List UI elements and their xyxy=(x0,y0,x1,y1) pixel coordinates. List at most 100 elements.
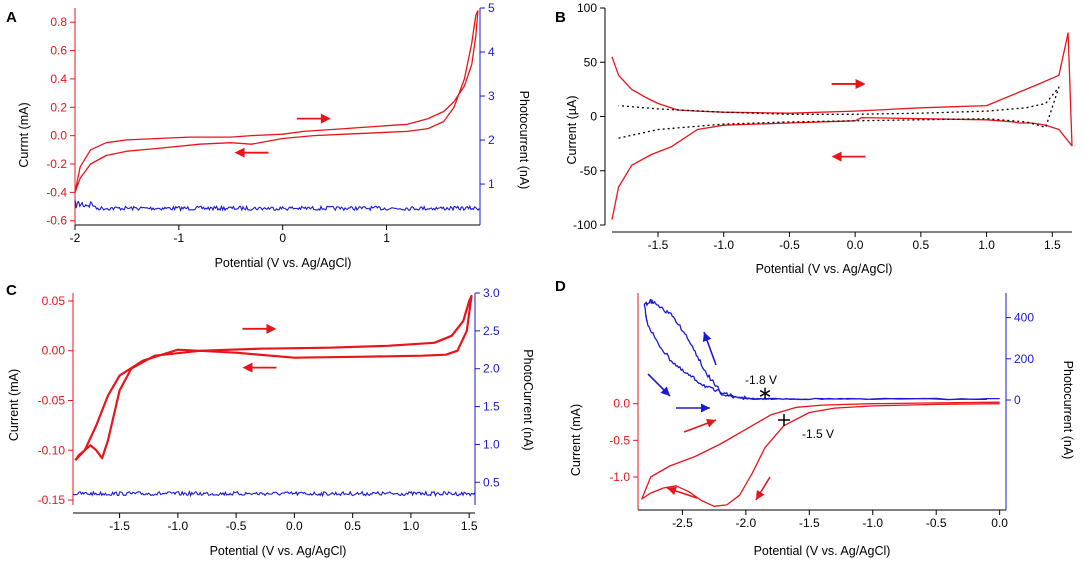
pa-y-tick-label-right: 2 xyxy=(488,133,495,147)
pc-y-tick-label-right: 2.5 xyxy=(483,324,500,338)
pc-direction-arrowhead xyxy=(266,323,277,334)
pa-y-tick-label-left: -0.4 xyxy=(46,185,67,199)
pd-x-tick-label: -1.0 xyxy=(862,516,883,530)
pd-red-arrow-left-head xyxy=(667,486,677,496)
pc-y-tick-label-left: -0.10 xyxy=(38,443,66,457)
pc-series-current xyxy=(74,294,473,461)
pb-y-tick-label-left: -100 xyxy=(573,218,597,232)
pb-series-background xyxy=(618,86,1060,139)
pa-y-tick-label-left: 0.8 xyxy=(50,15,67,29)
pa-direction-arrowhead xyxy=(234,147,245,158)
pa-x-tick-label: -1 xyxy=(174,231,185,245)
pa-x-tick-label: 1 xyxy=(383,231,390,245)
pa-direction-arrowhead xyxy=(320,113,331,124)
pc-direction-arrowhead xyxy=(242,362,253,373)
pc-y-tick-label-right: 1.0 xyxy=(483,437,500,451)
panel-c-ylabel-right: PhotoCurrent (nA) xyxy=(521,349,535,450)
pa-y-tick-label-right: 5 xyxy=(488,1,495,15)
pd-series-current xyxy=(641,401,1000,507)
pd-marker-plus xyxy=(778,414,790,426)
pd-blue-arrow-down-head xyxy=(660,386,670,396)
panel-d-ylabel-left: Current (mA) xyxy=(569,404,583,476)
pa-series-current xyxy=(74,10,479,193)
pc-x-tick-label: 0.5 xyxy=(344,519,361,533)
pc-y-tick-label-left: 0.05 xyxy=(42,294,66,308)
pd-y-tick-label-right: 200 xyxy=(1014,352,1034,366)
pd-x-tick-label: -2.0 xyxy=(736,516,757,530)
pc-x-tick-label: 0.0 xyxy=(286,519,303,533)
pd-x-tick-label: -1.5 xyxy=(799,516,820,530)
panel-a: A Currnt (mA) Photocurrent (nA) Potentia… xyxy=(6,1,531,270)
pb-x-tick-label: -0.5 xyxy=(779,238,800,252)
panel-a-xlabel: Potential (V vs. Ag/AgCl) xyxy=(215,256,352,270)
pd-marker-asterisk: ∗ xyxy=(757,383,772,403)
pb-direction-arrowhead xyxy=(855,78,866,89)
pb-y-tick-label-left: 100 xyxy=(577,1,597,15)
pc-x-tick-label: -1.0 xyxy=(168,519,189,533)
pa-y-tick-label-right: 4 xyxy=(488,45,495,59)
pd-series-photocurrent xyxy=(643,298,1000,401)
pa-y-tick-label-right: 1 xyxy=(488,177,495,191)
pd-y-tick-label-right: 400 xyxy=(1014,311,1034,325)
pa-y-tick-label-left: 0.2 xyxy=(50,100,67,114)
pa-series-photocurrent xyxy=(74,199,480,212)
pd-label-minus-1-5v: -1.5 V xyxy=(802,427,834,441)
panel-a-ylabel-left: Currnt (mA) xyxy=(17,102,31,167)
panel-d-plot: -2.5 -2.0 -1.5 -1.0 -0.5 0.0 -1.0 -0.5 0.0 0 200 40… xyxy=(609,293,1034,530)
pd-x-tick-label: -0.5 xyxy=(926,516,947,530)
pd-y-tick-label-left: -1.0 xyxy=(609,470,630,484)
panel-a-ylabel-right: Photocurrent (nA) xyxy=(517,91,531,190)
pb-y-tick-label-left: 0 xyxy=(590,110,597,124)
pb-x-tick-label: -1.0 xyxy=(713,238,734,252)
pb-x-tick-label: 0.5 xyxy=(913,238,930,252)
pd-blue-arrow-right-head xyxy=(701,403,710,413)
pc-y-tick-label-left: 0.00 xyxy=(42,344,66,358)
panel-a-plot: -2 -1 0 1 -0.6 -0.4 -0.2 0.0 0.2 0.4 0.6 0.8 1 2 3 4 5 xyxy=(46,1,495,245)
panel-b: B Current (µA) Potential (V vs. Ag/AgCl)… xyxy=(555,1,1073,276)
panel-label-a: A xyxy=(6,9,17,26)
panel-label-d: D xyxy=(555,278,566,295)
pc-x-tick-label: 1.0 xyxy=(403,519,420,533)
pc-y-tick-label-right: 2.0 xyxy=(483,362,500,376)
pb-x-tick-label: -1.5 xyxy=(648,238,669,252)
pc-y-tick-label-right: 0.5 xyxy=(483,475,500,489)
panel-c: C Current (mA) PhotoCurrent (nA) Potenti… xyxy=(6,282,535,558)
pd-red-arrow-down-head xyxy=(756,489,765,500)
pd-x-tick-label: 0.0 xyxy=(991,516,1008,530)
pa-x-tick-label: 0 xyxy=(279,231,286,245)
pb-x-tick-label: 1.0 xyxy=(978,238,995,252)
pa-y-tick-label-left: 0.4 xyxy=(50,72,67,86)
pd-label-minus-1-8v: -1.8 V xyxy=(745,373,777,387)
pa-x-tick-label: -2 xyxy=(70,231,81,245)
panel-d-ylabel-right: Photocurrent (nA) xyxy=(1061,361,1075,460)
panel-c-xlabel: Potential (V vs. Ag/AgCl) xyxy=(210,544,347,558)
panel-b-xlabel: Potential (V vs. Ag/AgCl) xyxy=(756,262,893,276)
pc-x-tick-label: 1.5 xyxy=(461,519,478,533)
panel-d: D Current (mA) Photocurrent (nA) Potenti… xyxy=(555,278,1075,558)
panel-c-plot: -1.5 -1.0 -0.5 0.0 0.5 1.0 1.5 -0.15 -0.10 -0.05 0… xyxy=(38,286,500,533)
pc-y-tick-label-left: -0.05 xyxy=(38,393,66,407)
pc-y-tick-label-left: -0.15 xyxy=(38,493,66,507)
panel-label-c: C xyxy=(6,282,17,299)
panel-c-ylabel-left: Current (mA) xyxy=(7,369,21,441)
pb-direction-arrowhead xyxy=(831,151,842,162)
pa-y-tick-label-left: 0.0 xyxy=(50,129,67,143)
panel-label-b: B xyxy=(555,9,566,26)
pa-y-tick-label-left: 0.6 xyxy=(50,44,67,58)
pd-red-arrow-right-head xyxy=(705,418,716,428)
pa-y-tick-label-right: 3 xyxy=(488,89,495,103)
pb-y-tick-label-left: 50 xyxy=(584,55,598,69)
panel-b-ylabel: Current (µA) xyxy=(565,95,579,164)
pd-x-tick-label: -2.5 xyxy=(672,516,693,530)
pd-y-tick-label-left: 0.0 xyxy=(613,397,630,411)
pd-blue-arrow-up-head xyxy=(702,332,712,342)
pc-series-photocurrent xyxy=(72,490,476,498)
pd-y-tick-label-left: -0.5 xyxy=(609,433,630,447)
pb-x-tick-label: 0.0 xyxy=(847,238,864,252)
pc-x-tick-label: -0.5 xyxy=(226,519,247,533)
panel-d-xlabel: Potential (V vs. Ag/AgCl) xyxy=(754,544,891,558)
pa-y-tick-label-left: -0.6 xyxy=(46,214,67,228)
pc-x-tick-label: -1.5 xyxy=(109,519,130,533)
pc-y-tick-label-right: 1.5 xyxy=(483,400,500,414)
